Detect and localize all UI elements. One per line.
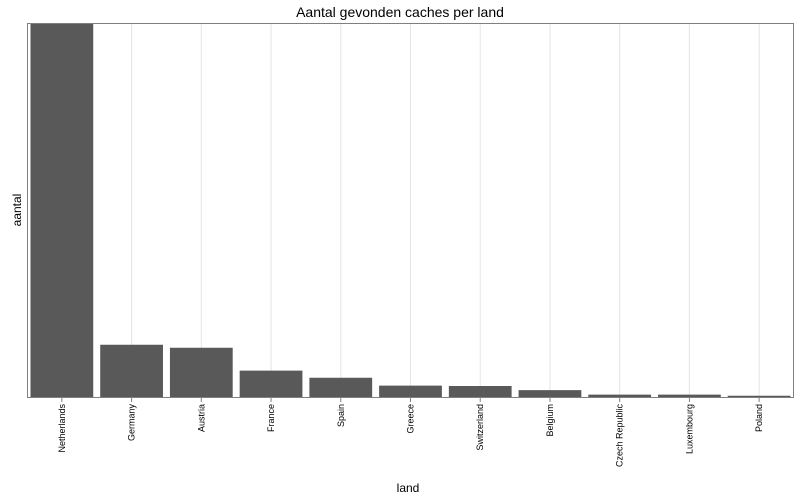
panel-border bbox=[27, 23, 794, 398]
bar-austria bbox=[169, 347, 233, 398]
x-tick-label: Czech Republic bbox=[615, 404, 625, 468]
x-tick-label: Greece bbox=[406, 404, 416, 434]
bar-france bbox=[239, 370, 303, 398]
x-axis-label: land bbox=[396, 481, 420, 495]
chart-title: Aantal gevonden caches per land bbox=[296, 4, 504, 20]
x-tick-label: Germany bbox=[127, 404, 137, 442]
bar-netherlands bbox=[30, 23, 94, 398]
bar-germany bbox=[100, 344, 163, 398]
bar-spain bbox=[309, 377, 373, 398]
x-tick-label: Switzerland bbox=[475, 404, 485, 451]
x-axis-ticks: Netherlands Germany Austria France Spain Gree… bbox=[57, 398, 764, 467]
bar-switzerland bbox=[448, 386, 512, 398]
x-tick-label: Belgium bbox=[545, 404, 555, 437]
x-tick-label: Austria bbox=[196, 404, 206, 432]
x-tick-label: France bbox=[266, 404, 276, 432]
x-tick-label: Spain bbox=[336, 404, 346, 427]
bar-poland bbox=[727, 395, 791, 398]
bars bbox=[30, 23, 791, 398]
grid-lines bbox=[61, 23, 760, 398]
bar-luxembourg bbox=[658, 394, 721, 398]
x-tick-label: Netherlands bbox=[57, 404, 67, 453]
bar-czech-republic bbox=[588, 394, 652, 398]
bar-belgium bbox=[518, 390, 582, 398]
x-tick-label: Poland bbox=[754, 404, 764, 432]
bar-greece bbox=[379, 385, 442, 398]
x-tick-label: Luxembourg bbox=[684, 404, 694, 454]
